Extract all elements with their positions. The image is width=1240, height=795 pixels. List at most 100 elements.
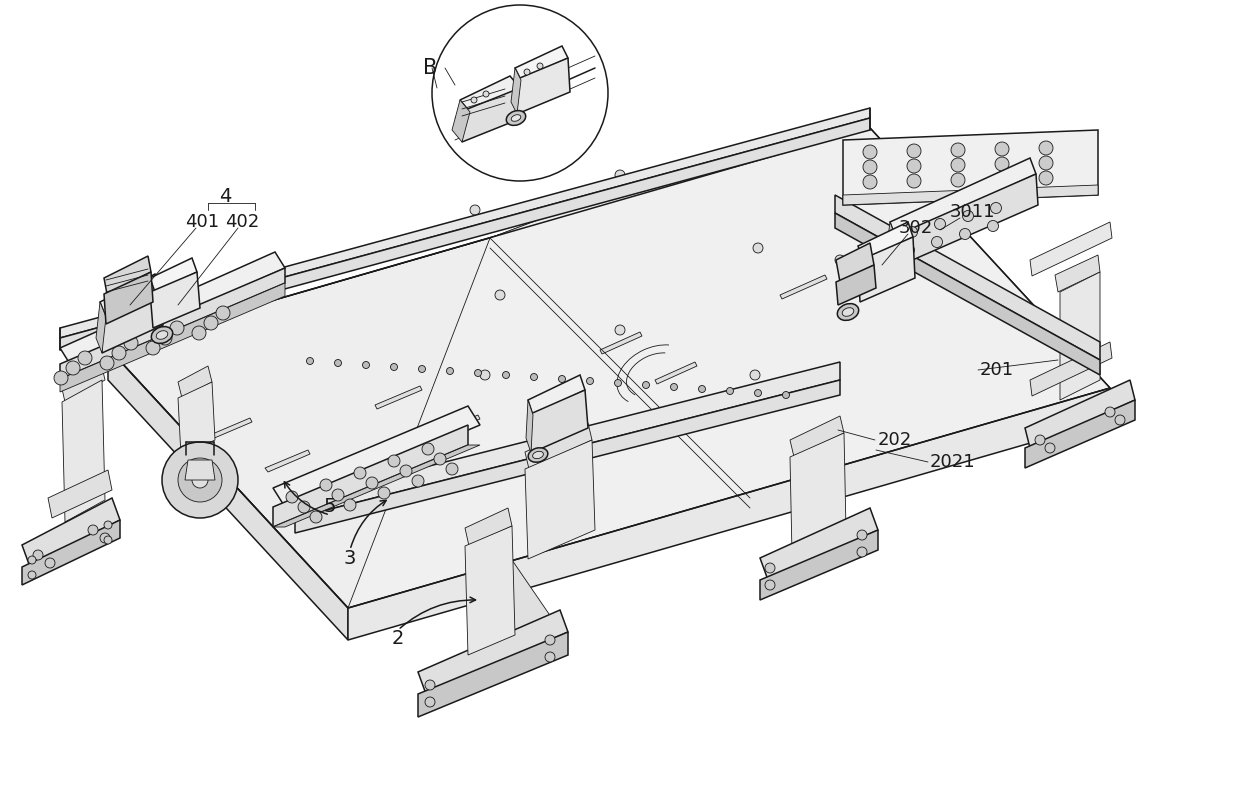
Circle shape <box>753 243 763 253</box>
Circle shape <box>332 489 343 501</box>
Circle shape <box>298 501 310 513</box>
Circle shape <box>29 571 36 579</box>
Polygon shape <box>515 58 570 114</box>
Circle shape <box>782 391 790 398</box>
Polygon shape <box>430 415 480 439</box>
Circle shape <box>335 359 341 366</box>
Polygon shape <box>60 252 285 364</box>
Circle shape <box>906 227 918 238</box>
Circle shape <box>615 170 625 180</box>
Polygon shape <box>843 185 1097 205</box>
Circle shape <box>994 172 1009 186</box>
Circle shape <box>432 5 608 181</box>
Circle shape <box>422 443 434 455</box>
Polygon shape <box>835 213 1100 375</box>
Circle shape <box>951 158 965 172</box>
Circle shape <box>104 536 112 544</box>
Circle shape <box>66 361 81 375</box>
Polygon shape <box>265 450 310 472</box>
Polygon shape <box>104 256 151 294</box>
Circle shape <box>471 97 477 103</box>
Circle shape <box>531 374 537 381</box>
Text: 2: 2 <box>392 629 404 647</box>
Text: 4: 4 <box>218 187 231 205</box>
Circle shape <box>960 228 971 239</box>
Polygon shape <box>453 100 470 142</box>
Circle shape <box>484 91 489 97</box>
Circle shape <box>343 499 356 511</box>
Polygon shape <box>1055 255 1100 292</box>
Ellipse shape <box>511 114 521 122</box>
Polygon shape <box>273 425 467 527</box>
Circle shape <box>863 175 877 189</box>
Circle shape <box>362 362 370 369</box>
Circle shape <box>962 211 973 222</box>
Polygon shape <box>836 265 875 305</box>
Polygon shape <box>108 128 870 348</box>
Circle shape <box>615 325 625 335</box>
Polygon shape <box>179 382 215 456</box>
Circle shape <box>994 157 1009 171</box>
Text: 3011: 3011 <box>950 203 994 221</box>
Polygon shape <box>95 302 105 353</box>
Circle shape <box>192 472 208 488</box>
Ellipse shape <box>506 111 526 126</box>
Circle shape <box>857 530 867 540</box>
Polygon shape <box>295 380 839 533</box>
Polygon shape <box>22 498 120 567</box>
Polygon shape <box>1030 222 1112 276</box>
Circle shape <box>615 379 621 386</box>
Circle shape <box>698 386 706 393</box>
Circle shape <box>1035 435 1045 445</box>
Polygon shape <box>835 195 1100 360</box>
Polygon shape <box>525 423 591 469</box>
Circle shape <box>1045 443 1055 453</box>
Circle shape <box>378 487 391 499</box>
Polygon shape <box>22 520 120 585</box>
Polygon shape <box>525 440 595 559</box>
Polygon shape <box>150 272 200 328</box>
Circle shape <box>635 425 645 435</box>
Polygon shape <box>887 222 897 269</box>
Polygon shape <box>780 275 827 299</box>
Polygon shape <box>1025 380 1135 448</box>
Circle shape <box>546 635 556 645</box>
Polygon shape <box>843 130 1097 205</box>
Circle shape <box>286 491 298 503</box>
Circle shape <box>100 533 110 543</box>
Text: 402: 402 <box>224 213 259 231</box>
Polygon shape <box>60 283 285 392</box>
Circle shape <box>391 363 398 370</box>
Circle shape <box>906 159 921 173</box>
Circle shape <box>863 145 877 159</box>
Circle shape <box>587 378 594 385</box>
Circle shape <box>192 326 206 340</box>
Circle shape <box>495 455 505 465</box>
Circle shape <box>863 160 877 174</box>
Polygon shape <box>655 362 697 384</box>
Circle shape <box>146 341 160 355</box>
Circle shape <box>495 290 505 300</box>
Polygon shape <box>108 348 348 640</box>
Polygon shape <box>467 560 560 650</box>
Polygon shape <box>858 237 915 302</box>
Ellipse shape <box>533 452 543 459</box>
Circle shape <box>642 382 650 389</box>
Polygon shape <box>60 358 105 402</box>
Text: 3: 3 <box>343 549 356 568</box>
Circle shape <box>727 387 734 394</box>
Circle shape <box>502 371 510 378</box>
Polygon shape <box>790 433 846 554</box>
Circle shape <box>750 370 760 380</box>
Polygon shape <box>858 222 913 261</box>
Polygon shape <box>100 274 161 317</box>
Polygon shape <box>1060 272 1100 400</box>
Circle shape <box>857 547 867 557</box>
Polygon shape <box>600 332 642 354</box>
Circle shape <box>29 556 36 564</box>
Circle shape <box>480 370 490 380</box>
Polygon shape <box>104 272 153 324</box>
Circle shape <box>100 356 114 370</box>
Circle shape <box>425 697 435 707</box>
Circle shape <box>991 203 1002 214</box>
